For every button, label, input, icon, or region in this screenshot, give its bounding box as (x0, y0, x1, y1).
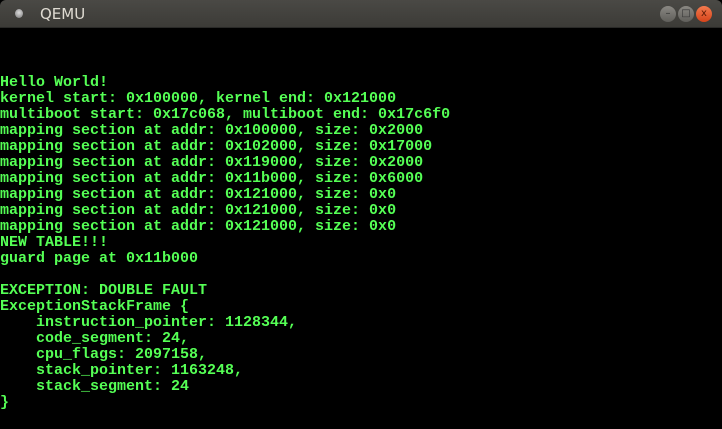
terminal-line: } (0, 394, 10, 411)
terminal-output: Hello World! kernel start: 0x100000, kern… (0, 75, 450, 411)
window-title: QEMU (40, 5, 86, 23)
terminal-line: EXCEPTION: DOUBLE FAULT (0, 282, 208, 299)
terminal-line: guard page at 0x11b000 (0, 250, 199, 267)
terminal-line: instruction_pointer: 1128344, (0, 314, 298, 331)
terminal-line: mapping section at addr: 0x11b000, size:… (0, 170, 424, 187)
terminal-line: stack_segment: 24 (0, 378, 190, 395)
terminal-line: code_segment: 24, (0, 330, 190, 347)
terminal-line: Hello World! (0, 74, 109, 91)
terminal-line: mapping section at addr: 0x119000, size:… (0, 154, 424, 171)
qemu-app-icon (15, 9, 23, 18)
title-bar[interactable]: QEMU – □ x (0, 0, 722, 28)
maximize-button[interactable]: □ (678, 6, 694, 22)
terminal-line: mapping section at addr: 0x121000, size:… (0, 202, 397, 219)
terminal-line: cpu_flags: 2097158, (0, 346, 208, 363)
terminal-line: kernel start: 0x100000, kernel end: 0x12… (0, 90, 397, 107)
minimize-button[interactable]: – (660, 6, 676, 22)
vm-display[interactable]: Hello World! kernel start: 0x100000, kern… (0, 28, 722, 429)
close-button[interactable]: x (696, 6, 712, 22)
terminal-line: mapping section at addr: 0x121000, size:… (0, 186, 397, 203)
terminal-line: mapping section at addr: 0x100000, size:… (0, 122, 424, 139)
terminal-line: stack_pointer: 1163248, (0, 362, 244, 379)
terminal-line: ExceptionStackFrame { (0, 298, 190, 315)
terminal-line: multiboot start: 0x17c068, multiboot end… (0, 106, 451, 123)
terminal-line: mapping section at addr: 0x121000, size:… (0, 218, 397, 235)
terminal-line: mapping section at addr: 0x102000, size:… (0, 138, 433, 155)
terminal-line (0, 267, 450, 283)
terminal-line: NEW TABLE!!! (0, 234, 109, 251)
